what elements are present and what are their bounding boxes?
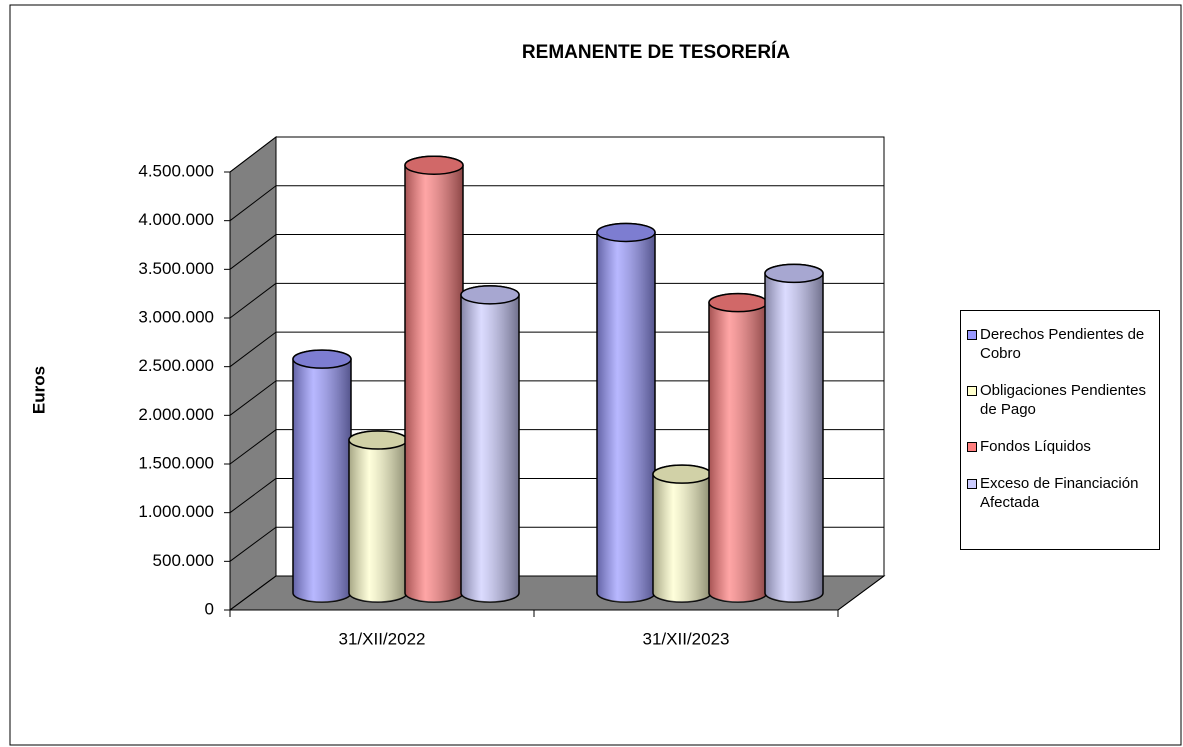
x-tick-label: 31/XII/2023 [643, 629, 730, 648]
grid-line [229, 526, 277, 562]
bar-shading [293, 350, 351, 602]
grid-line [229, 331, 277, 368]
legend-item: Exceso de Financiación Afectada [967, 474, 1155, 512]
y-axis-label: Euros [29, 366, 48, 414]
grid-line [229, 478, 277, 514]
bar-shading [709, 293, 767, 602]
bar-shading [349, 431, 407, 602]
bar-top [596, 222, 656, 243]
bar-top-shade [405, 156, 463, 175]
grid-line [229, 575, 277, 611]
y-tick-label: 2.000.000 [138, 405, 214, 424]
grid-line [229, 429, 277, 465]
y-tick-label: 2.500.000 [138, 356, 214, 375]
bar-shading [597, 223, 655, 602]
bar-top-shade [765, 264, 823, 283]
y-tick-label: 3.000.000 [138, 307, 214, 326]
y-tick-label: 4.000.000 [138, 210, 214, 229]
y-tick-label: 1.500.000 [138, 453, 214, 472]
grid-line [229, 282, 277, 319]
legend-item: Derechos Pendientes de Cobro [967, 325, 1155, 363]
bar-top [764, 263, 824, 284]
grid-line [229, 136, 277, 173]
bar-top-shade [461, 285, 519, 304]
legend-label: Derechos Pendientes de Cobro [980, 326, 1145, 362]
bar-top [460, 285, 520, 305]
floor-edge [837, 575, 885, 611]
y-tick-label: 0 [205, 599, 214, 618]
bar-shading [653, 465, 711, 602]
legend-swatch [967, 386, 977, 396]
legend-swatch [967, 330, 977, 340]
y-tick-label: 500.000 [153, 551, 214, 570]
legend-label: Fondos Líquidos [980, 438, 1091, 455]
x-tick-label: 31/XII/2022 [339, 629, 426, 648]
legend-swatch [967, 479, 977, 489]
legend: Derechos Pendientes de Cobro Obligaciones… [960, 310, 1160, 550]
chart-title: REMANENTE DE TESORERÍA [522, 41, 790, 63]
legend-label: Obligaciones Pendientes de Pago [980, 382, 1146, 418]
legend-item: Obligaciones Pendientes de Pago [967, 381, 1155, 419]
bar-top-shade [653, 465, 711, 484]
bar-top-shade [597, 223, 655, 242]
side-wall [229, 135, 277, 611]
bar-top-shade [293, 350, 351, 369]
grid-line [229, 185, 277, 222]
bar-top [292, 349, 352, 369]
bar-shading [461, 285, 519, 602]
legend-item: Fondos Líquidos [967, 437, 1155, 456]
bar-top-shade [349, 431, 407, 450]
bar-shading [405, 156, 463, 603]
bar-shading [765, 264, 823, 602]
y-tick-label: 1.000.000 [138, 502, 214, 521]
grid-line [229, 380, 277, 416]
bar-top-shade [709, 293, 767, 312]
legend-label: Exceso de Financiación Afectada [980, 475, 1139, 511]
y-tick-label: 4.500.000 [138, 161, 214, 180]
y-tick-label: 3.500.000 [138, 259, 214, 278]
legend-swatch [967, 442, 977, 452]
grid-line [229, 234, 277, 270]
bar-top [404, 155, 464, 175]
